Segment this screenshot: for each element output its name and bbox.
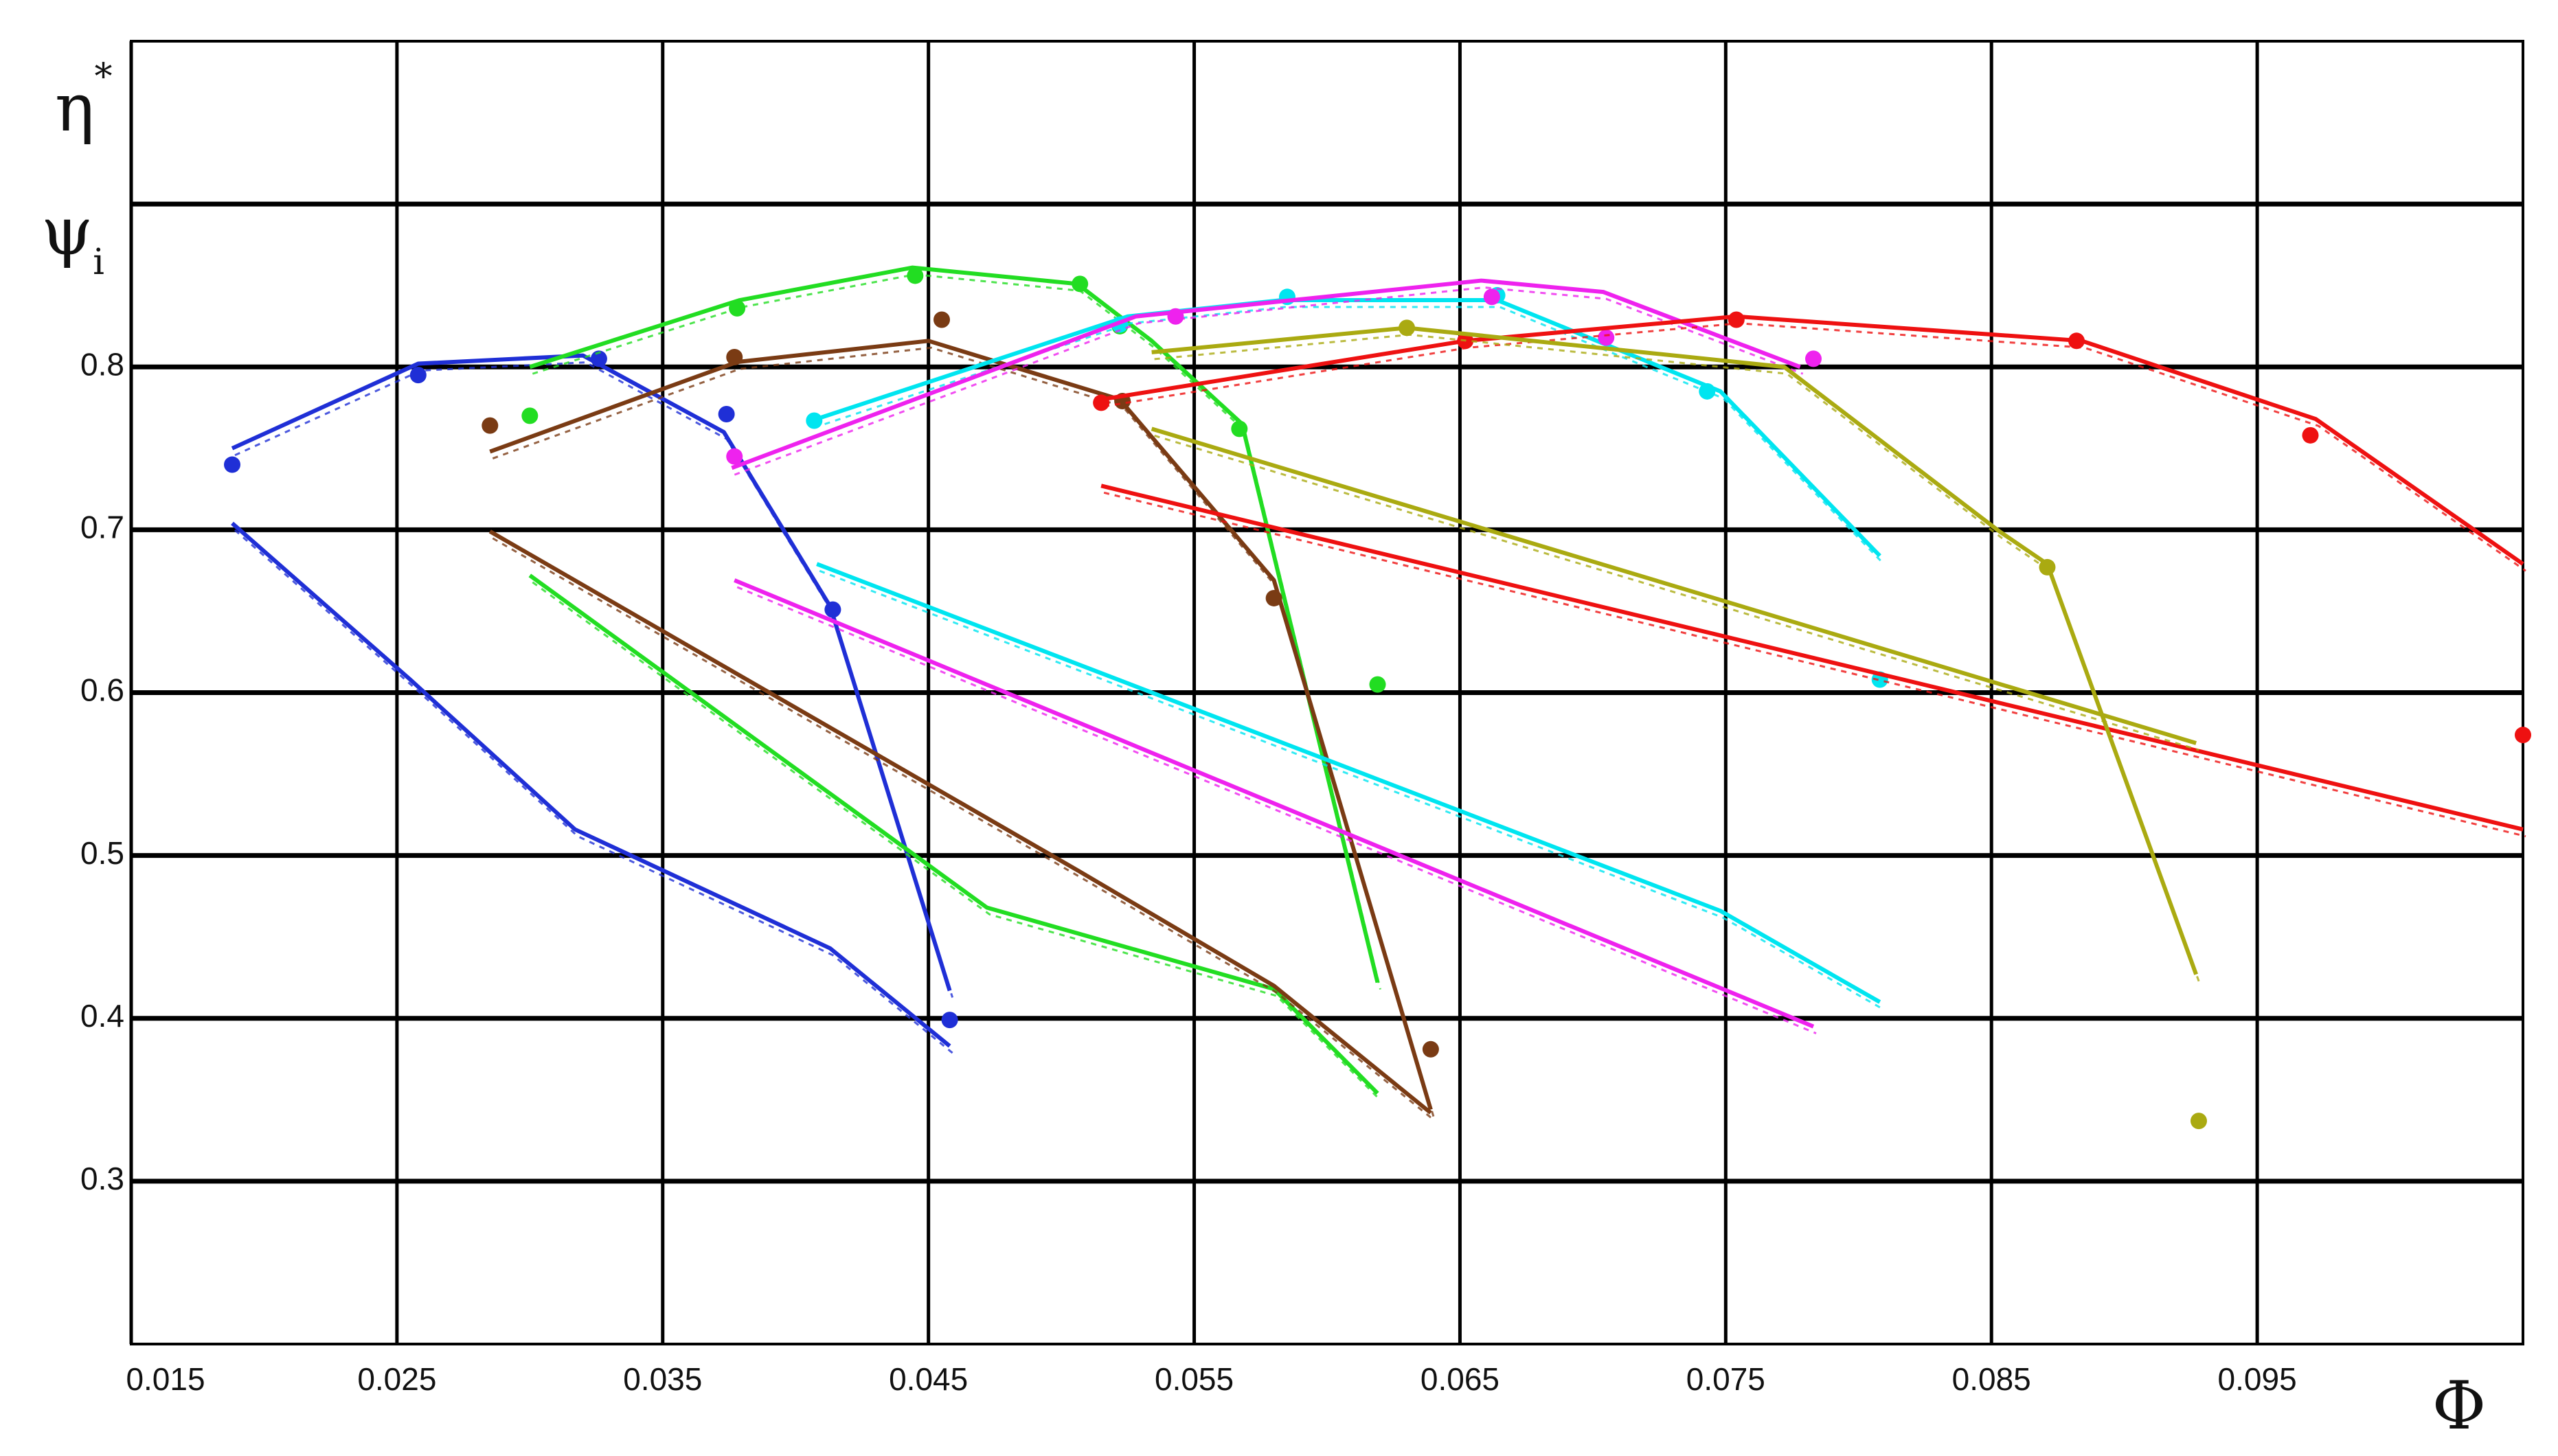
series-dotted-line xyxy=(813,306,1883,564)
series-line xyxy=(488,530,1432,1115)
data-point xyxy=(1265,589,1282,606)
data-point xyxy=(1483,288,1500,306)
x-tick-label: 0.065 xyxy=(1421,1361,1499,1397)
data-point xyxy=(482,417,499,434)
y-label-1-sup: * xyxy=(95,56,113,98)
data-point xyxy=(941,1012,958,1029)
data-point xyxy=(2190,1113,2207,1130)
x-tick-label: 0.085 xyxy=(1952,1361,2031,1397)
data-point xyxy=(2515,727,2531,744)
y-tick-label: 0.4 xyxy=(80,998,124,1034)
x-tick-label: 0.015 xyxy=(126,1361,205,1397)
data-point xyxy=(1369,676,1386,693)
data-point xyxy=(1231,420,1248,437)
y-tick-label: 0.5 xyxy=(80,835,124,871)
data-point xyxy=(1093,394,1110,411)
y-label-1: η* xyxy=(55,56,113,147)
data-point xyxy=(2039,558,2056,576)
data-point xyxy=(1805,350,1822,367)
series-dotted-line xyxy=(736,586,1817,1034)
data-point xyxy=(1598,329,1615,346)
series-line xyxy=(1151,326,2198,975)
series-line xyxy=(489,339,1433,1111)
data-point xyxy=(2302,426,2319,444)
y-tick-label: 0.8 xyxy=(80,346,124,382)
y-label-1-base: η xyxy=(55,69,95,146)
y-tick-label: 0.7 xyxy=(80,510,124,545)
data-point xyxy=(1728,311,1745,328)
data-point xyxy=(590,350,607,367)
series-dotted-line xyxy=(1103,322,2526,572)
series-line xyxy=(1100,314,2524,566)
x-tick-label: 0.025 xyxy=(357,1361,436,1397)
data-point xyxy=(2068,332,2085,350)
data-point xyxy=(729,299,746,317)
series-dotted-line xyxy=(1154,333,2200,982)
x-tick-label: 0.035 xyxy=(623,1361,702,1397)
data-point xyxy=(409,367,427,384)
series-dotted-line xyxy=(234,529,953,1054)
series-dotted-line xyxy=(492,537,1434,1121)
series-dotted-line xyxy=(734,286,1804,476)
data-point xyxy=(718,406,735,423)
x-tick-label: 0.075 xyxy=(1686,1361,1765,1397)
data-point xyxy=(521,407,539,424)
y-label-2: ψi xyxy=(41,193,104,283)
y-label-2-base: ψ xyxy=(41,193,93,270)
series-dotted-line xyxy=(1103,491,2526,838)
data-point xyxy=(1699,383,1716,400)
series-line xyxy=(816,562,1881,1004)
data-point xyxy=(824,601,841,618)
y-tick-label: 0.6 xyxy=(80,672,124,708)
series-dotted-line xyxy=(532,581,1381,1101)
data-point xyxy=(1422,1040,1439,1058)
x-label: Φ xyxy=(2432,1367,2487,1444)
x-tick-label: 0.055 xyxy=(1155,1361,1234,1397)
series-line xyxy=(811,298,1881,558)
x-tick-label: 0.045 xyxy=(889,1361,968,1397)
series-line xyxy=(231,353,952,992)
series-dotted-line xyxy=(234,361,954,998)
data-point xyxy=(726,448,743,465)
series-line xyxy=(231,521,951,1048)
data-point xyxy=(1399,319,1416,337)
data-point xyxy=(933,311,951,328)
data-point xyxy=(726,349,743,366)
y-tick-label: 0.3 xyxy=(80,1161,124,1196)
series-line xyxy=(1151,426,2197,745)
series-line xyxy=(528,573,1379,1095)
data-point xyxy=(1072,275,1089,293)
series-line xyxy=(1100,484,2524,832)
y-label-2-sub: i xyxy=(93,242,104,283)
x-tick-label: 0.095 xyxy=(2218,1361,2297,1397)
series-dotted-line xyxy=(819,569,1883,1010)
data-point xyxy=(224,456,241,473)
data-point xyxy=(1167,308,1184,325)
data-point xyxy=(907,267,924,284)
data-point xyxy=(806,412,823,429)
series-line xyxy=(734,578,1815,1029)
series-line xyxy=(731,278,1801,470)
